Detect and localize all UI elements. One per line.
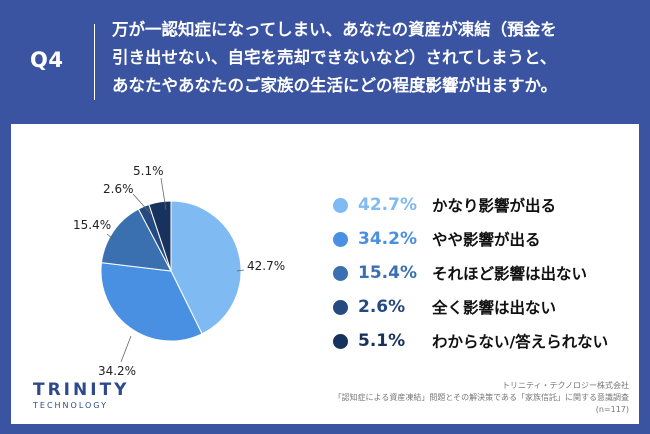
question-line-3: あなたやあなたのご家族の生活にどの程度影響が出ますか。 xyxy=(112,76,558,95)
question-line-2: 引き出せない、自宅を売却できないなど）されてしまうと、 xyxy=(112,48,557,67)
legend-label: やや影響が出る xyxy=(432,231,541,249)
legend-color-dot xyxy=(333,333,348,349)
legend-item: 34.2% やや影響が出る xyxy=(333,222,608,256)
pie-slice xyxy=(170,200,242,335)
leader-line xyxy=(132,193,152,215)
pie-slice xyxy=(100,262,203,342)
leader-line xyxy=(160,177,167,211)
legend-value: 15.4% xyxy=(358,263,417,283)
legend-value: 42.7% xyxy=(358,195,417,215)
pie-chart: 42.7% 34.2% 15.4% 2.6% 5.1% xyxy=(73,164,285,378)
chart-card: 42.7% 34.2% 15.4% 2.6% 5.1% 42.7% かなり影響が出る 34.… xyxy=(11,124,639,424)
question-header: Q4 万が一認知症になってしまい、あなたの資産が凍結（預金を 引き出せない、自宅… xyxy=(0,0,650,124)
leader-line xyxy=(236,269,245,272)
legend-label: それほど影響は出ない xyxy=(432,265,588,283)
legend-item: 15.4% それほど影響は出ない xyxy=(333,256,608,290)
legend-item: 5.1% わからない/答えられない xyxy=(333,324,608,358)
leader-line xyxy=(106,233,114,240)
legend-value: 2.6% xyxy=(358,297,406,317)
legend-label: かなり影響が出る xyxy=(432,197,557,215)
header-divider xyxy=(94,24,95,100)
slice-value-label: 5.1% xyxy=(133,164,164,178)
legend-color-dot xyxy=(333,299,348,315)
legend-value: 5.1% xyxy=(358,331,406,351)
pie-slice xyxy=(148,200,172,272)
legend-color-dot xyxy=(333,197,348,213)
legend-item: 2.6% 全く影響は出ない xyxy=(333,290,608,324)
legend-color-dot xyxy=(333,231,348,247)
source-company: トリニティ・テクノロジー株式会社 xyxy=(501,381,629,390)
pie-slice xyxy=(100,208,172,272)
slice-value-label: 15.4% xyxy=(73,218,111,232)
question-text: 万が一認知症になってしまい、あなたの資産が凍結（預金を 引き出せない、自宅を売却… xyxy=(112,16,642,100)
slice-value-label: 2.6% xyxy=(103,182,134,196)
trinity-logo: TRINITY TECHNOLOGY xyxy=(33,380,129,410)
chart-legend: 42.7% かなり影響が出る 34.2% やや影響が出る 15.4% それほど影響は出ない… xyxy=(333,188,608,358)
legend-color-dot xyxy=(333,265,348,281)
logo-main-text: TRINITY xyxy=(33,380,130,400)
source-survey: 「認知症による資産凍結」問題とその解決策である「家族信託」に関する意識調査 xyxy=(333,393,629,402)
source-sample-size: (n=117) xyxy=(595,405,629,414)
logo-sub-text: TECHNOLOGY xyxy=(33,401,108,410)
question-line-1: 万が一認知症になってしまい、あなたの資産が凍結（預金を xyxy=(112,20,557,39)
slice-value-label: 42.7% xyxy=(247,259,285,273)
legend-item: 42.7% かなり影響が出る xyxy=(333,188,608,222)
legend-value: 34.2% xyxy=(358,229,417,249)
source-note: トリニティ・テクノロジー株式会社 「認知症による資産凍結」問題とその解決策である… xyxy=(334,380,629,416)
question-number: Q4 xyxy=(30,48,64,72)
legend-label: わからない/答えられない xyxy=(432,333,609,351)
slice-value-label: 34.2% xyxy=(98,364,136,378)
legend-label: 全く影響は出ない xyxy=(432,299,557,317)
leader-line xyxy=(120,335,132,363)
